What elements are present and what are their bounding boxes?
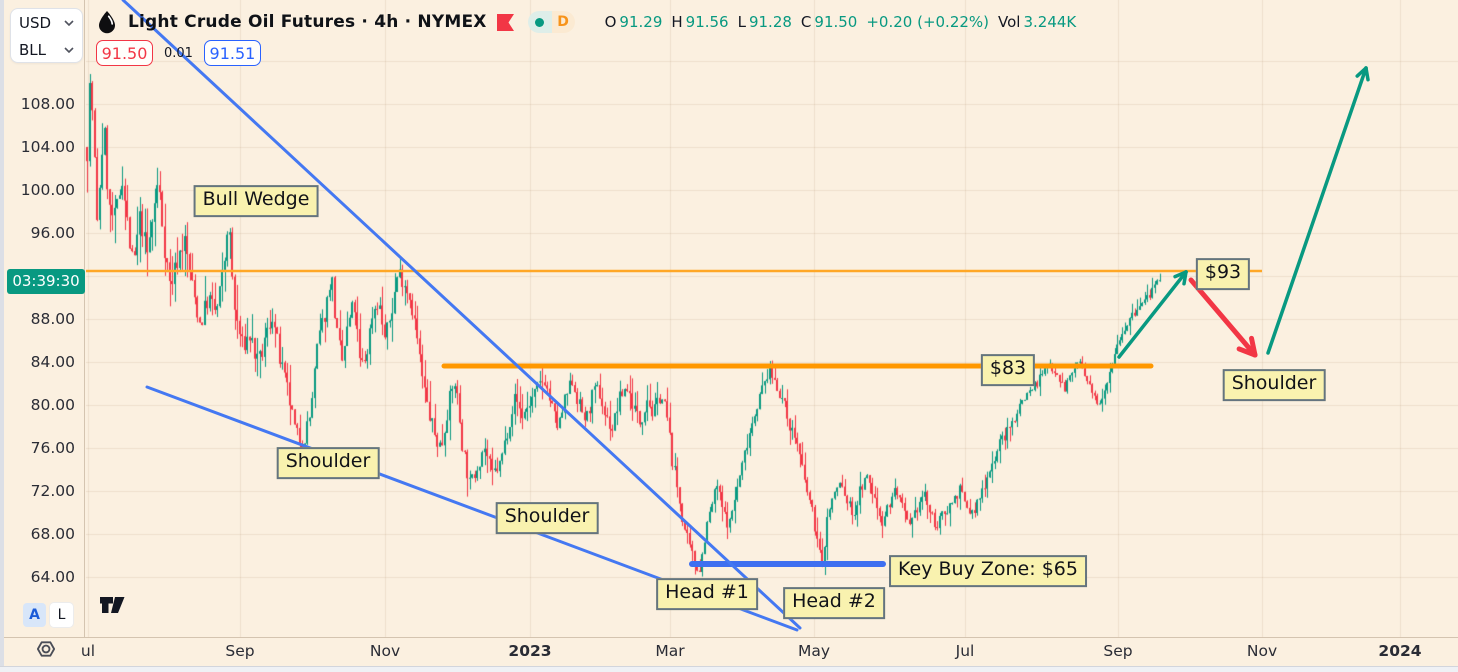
bull-wedge-label[interactable]: Bull Wedge: [193, 185, 319, 217]
high-value: 91.56: [685, 13, 729, 31]
time-scale-label: 2023: [508, 642, 552, 660]
open-label: O: [604, 13, 617, 31]
chevron-down-icon: [64, 46, 74, 53]
open-value: 91.29: [619, 13, 663, 31]
price-scale-label: 64.00: [30, 568, 75, 586]
settings-gear-icon[interactable]: [33, 636, 59, 662]
price-scale-label: 96.00: [30, 224, 75, 242]
price-scale-label: 80.00: [30, 396, 75, 414]
time-scale-label: Nov: [1246, 642, 1278, 660]
shoulder-right-label[interactable]: Shoulder: [1222, 369, 1326, 401]
time-scale-label: Sep: [225, 642, 255, 660]
chevron-down-icon: [64, 19, 74, 26]
window-bottom-edge: [0, 666, 1458, 672]
level-83-label[interactable]: $83: [980, 354, 1036, 386]
time-scale[interactable]: ul Sep Nov 2023 Mar May Jul Sep Nov 2024: [0, 637, 1458, 666]
volume-value: 3.244K: [1023, 13, 1077, 31]
price-scale-label: 108.00: [20, 95, 75, 113]
low-label: L: [737, 13, 746, 31]
currency-value: USD: [19, 13, 52, 32]
rally-arrow-head: [1182, 270, 1188, 286]
shoulder-left-label[interactable]: Shoulder: [276, 447, 380, 479]
time-scale-label: Sep: [1103, 642, 1133, 660]
level-93-label[interactable]: $93: [1195, 258, 1251, 290]
interval-badge: D: [551, 11, 575, 33]
price-scale-label: 104.00: [20, 138, 75, 156]
time-scale-label: May: [797, 642, 831, 660]
volume-label: Vol: [998, 13, 1021, 31]
auto-scale-button[interactable]: A: [23, 603, 46, 627]
tradingview-logo[interactable]: [99, 593, 135, 617]
price-scale-label: 88.00: [30, 310, 75, 328]
window-left-edge: [0, 0, 4, 672]
price-scale-label: 68.00: [30, 525, 75, 543]
unit-select[interactable]: BLL: [11, 36, 82, 62]
high-label: H: [671, 13, 683, 31]
price-scale-label: 84.00: [30, 353, 75, 371]
price-scale-label: 72.00: [30, 482, 75, 500]
symbol-title[interactable]: Light Crude Oil Futures · 4h · NYMEX: [128, 12, 487, 32]
oil-drop-logo-icon: [98, 10, 116, 34]
head-1-label[interactable]: Head #1: [656, 578, 758, 610]
countdown-badge: 03:39:30: [7, 269, 85, 294]
close-label: C: [800, 13, 812, 31]
rally-arrow[interactable]: [1117, 270, 1188, 359]
change-value: +0.20 (+0.22%): [866, 13, 990, 31]
low-value: 91.28: [748, 13, 792, 31]
time-scale-label: Jul: [955, 642, 975, 660]
currency-unit-selector: USD BLL: [10, 8, 83, 63]
breakout-arrow-head: [1364, 66, 1370, 82]
price-scale[interactable]: 03:39:30 108.00 104.00 100.00 96.00 88.00 84.…: [0, 0, 85, 637]
buy-button[interactable]: 91.51: [203, 40, 261, 66]
breakout-arrow[interactable]: [1266, 66, 1368, 355]
currency-select[interactable]: USD: [11, 9, 82, 36]
key-buy-zone-label[interactable]: Key Buy Zone: $65: [889, 555, 1087, 587]
sell-button[interactable]: 91.50: [96, 40, 153, 66]
wedge-upper-trendline[interactable]: [121, 0, 802, 630]
price-scale-label: 76.00: [30, 439, 75, 457]
market-status-interval-pill[interactable]: D: [527, 11, 575, 33]
close-value: 91.50: [814, 13, 858, 31]
pullback-arrow[interactable]: [1188, 277, 1258, 358]
market-status-dot: [535, 17, 545, 27]
price-scale-label: 100.00: [20, 181, 75, 199]
shoulder-inner-label[interactable]: Shoulder: [495, 502, 599, 534]
time-scale-label: Mar: [655, 642, 685, 660]
log-scale-button[interactable]: L: [50, 603, 73, 627]
unit-value: BLL: [19, 40, 47, 59]
flag-icon[interactable]: [495, 13, 516, 32]
time-scale-label: ul: [80, 642, 96, 660]
spread-value: 0.01: [164, 45, 193, 61]
pullback-arrow-head: [1236, 346, 1258, 358]
time-scale-label: 2024: [1378, 642, 1422, 660]
ohlc-readout: O 91.29 H 91.56 L 91.28 C 91.50 +0.20 (+0.22…: [605, 13, 1077, 31]
head-2-label[interactable]: Head #2: [783, 587, 885, 619]
time-scale-label: Nov: [369, 642, 401, 660]
